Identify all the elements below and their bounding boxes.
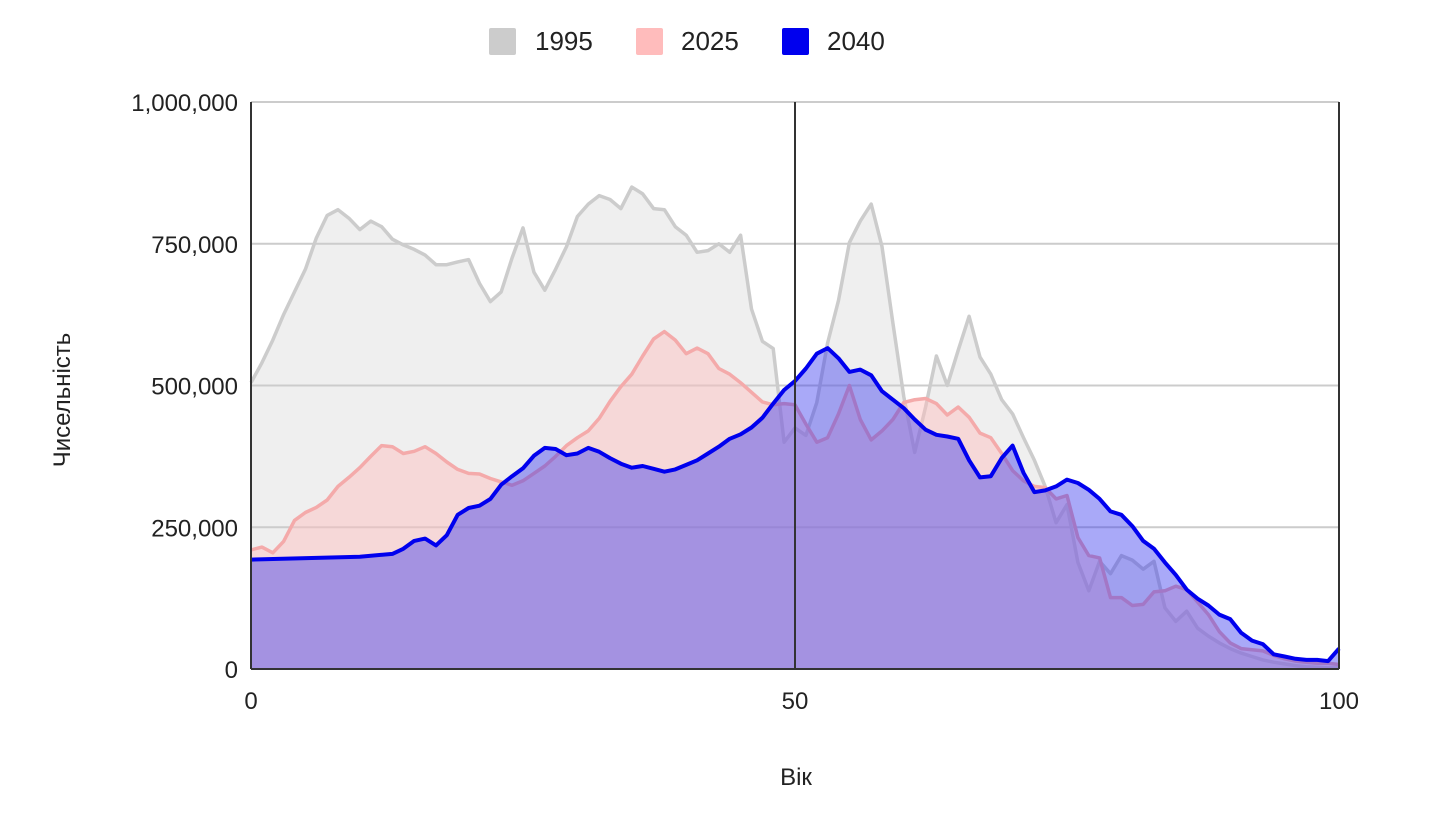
- y-axis-title: Чисельність: [49, 333, 76, 468]
- legend-label-1995: 1995: [535, 26, 593, 56]
- y-tick-label: 250,000: [151, 515, 238, 542]
- x-tick-label: 0: [244, 688, 257, 715]
- x-axis-title: Вік: [780, 764, 812, 791]
- legend-swatch-1995: [489, 28, 516, 55]
- legend-item-2040[interactable]: 2040: [782, 26, 885, 56]
- axes: [250, 102, 1340, 670]
- legend-label-2040: 2040: [827, 26, 885, 56]
- legend-swatch-2040: [782, 28, 809, 55]
- y-tick-label: 1,000,000: [131, 90, 238, 117]
- legend-item-2025[interactable]: 2025: [636, 26, 739, 56]
- y-tick-label: 500,000: [151, 374, 238, 401]
- x-tick-label: 100: [1319, 688, 1359, 715]
- series-line-2040: [250, 346, 1341, 664]
- legend-item-1995[interactable]: 1995: [489, 26, 593, 56]
- legend-swatch-2025: [636, 28, 663, 55]
- legend-label-2025: 2025: [681, 26, 739, 56]
- tick-labels: 0 250,000 500,000 750,000 1,000,000 0 50 100: [131, 90, 1359, 715]
- y-tick-label: 750,000: [151, 232, 238, 259]
- legend: 1995 2025 2040: [489, 26, 885, 56]
- x-tick-label: 50: [782, 688, 809, 715]
- y-tick-label: 0: [225, 657, 238, 684]
